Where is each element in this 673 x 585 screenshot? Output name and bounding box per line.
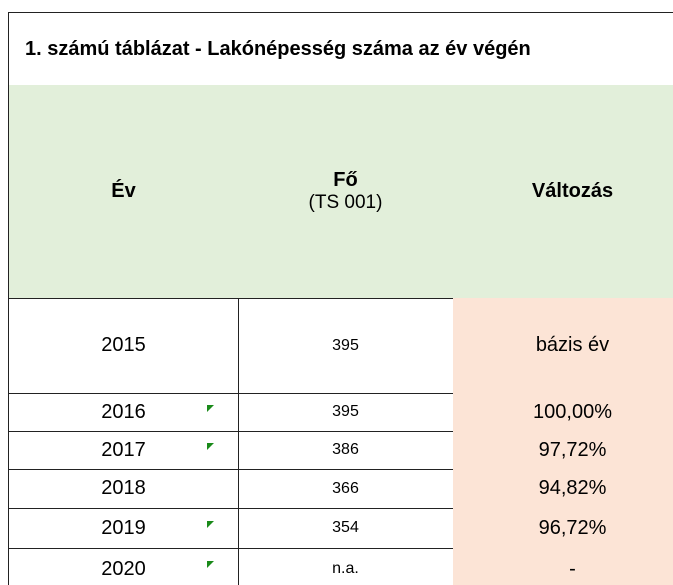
header-text: Változás	[531, 180, 614, 202]
cell: -	[453, 548, 673, 585]
header-count: Fő (TS 001)	[238, 85, 454, 299]
cell: 97,72%	[453, 431, 673, 470]
cell: 2018	[8, 469, 239, 509]
header-change: Változás	[453, 85, 673, 299]
cell-indicator	[207, 443, 214, 450]
cell-indicator	[207, 561, 214, 568]
cell: 2019	[8, 508, 239, 549]
table-title: 1. számú táblázat - Lakónépesség száma a…	[8, 12, 673, 86]
cell-indicator	[207, 521, 214, 528]
header-year: Év	[8, 85, 239, 299]
cell: 386	[238, 431, 454, 470]
header-text: Fő	[333, 169, 358, 191]
cell: 94,82%	[453, 469, 673, 509]
cell: 395	[238, 298, 454, 394]
header-text: Év	[111, 180, 136, 202]
cell: 366	[238, 469, 454, 509]
cell: bázis év	[453, 298, 673, 394]
cell: 354	[238, 508, 454, 549]
cell: 96,72%	[453, 508, 673, 549]
cell: 100,00%	[453, 393, 673, 432]
cell-indicator	[207, 405, 214, 412]
cell: 2016	[8, 393, 239, 432]
cell: 2015	[8, 298, 239, 394]
header-sub: (TS 001)	[308, 192, 383, 213]
cell: 395	[238, 393, 454, 432]
cell: 2020	[8, 548, 239, 585]
cell: 2017	[8, 431, 239, 470]
cell: n.a.	[238, 548, 454, 585]
